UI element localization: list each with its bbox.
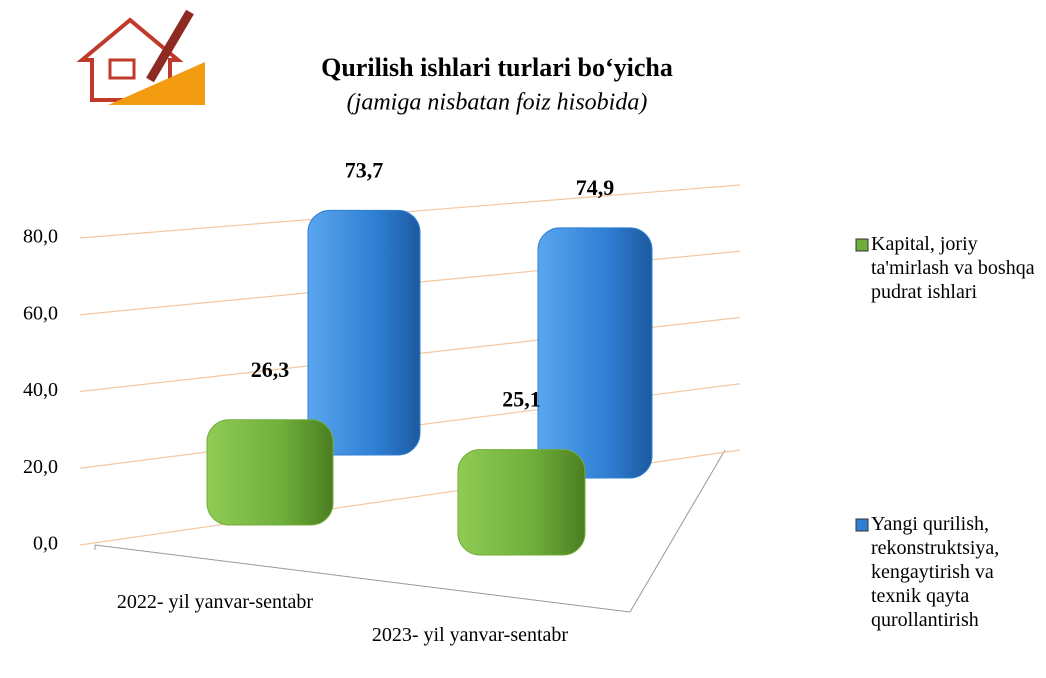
bar — [206, 419, 334, 526]
bar — [457, 449, 586, 556]
x-tick-label: 2023- yil yanvar-sentabr — [371, 624, 569, 646]
floor-edge — [94, 544, 631, 613]
logo-icon — [76, 9, 205, 105]
chart-subtitle: (jamiga nisbatan foiz hisobida) — [347, 90, 648, 116]
chart-title: Qurilish ishlari turlari bo‘yicha — [321, 53, 673, 82]
value-label: 73,7 — [345, 157, 384, 182]
legend-label: Yangi qurilish, rekonstruktsiya, kengayt… — [871, 513, 1000, 631]
value-label: 74,9 — [576, 175, 615, 200]
bar — [537, 227, 653, 479]
y-tick-label: 80,0 — [23, 226, 58, 248]
x-tick-label: 2022- yil yanvar-sentabr — [116, 591, 314, 613]
legend-swatch — [855, 238, 869, 252]
value-label: 25,1 — [502, 387, 541, 412]
bar — [307, 209, 421, 456]
y-tick-label: 20,0 — [23, 456, 58, 478]
legend-label: Kapital, joriy ta'mirlash va boshqa pudr… — [871, 233, 1035, 303]
value-label: 26,3 — [251, 357, 290, 382]
y-tick-label: 40,0 — [23, 379, 58, 401]
y-tick-label: 0,0 — [33, 533, 58, 555]
floor-edge — [629, 449, 726, 613]
y-tick-label: 60,0 — [23, 302, 58, 324]
grid-line — [79, 184, 741, 239]
legend-swatch — [855, 518, 869, 532]
